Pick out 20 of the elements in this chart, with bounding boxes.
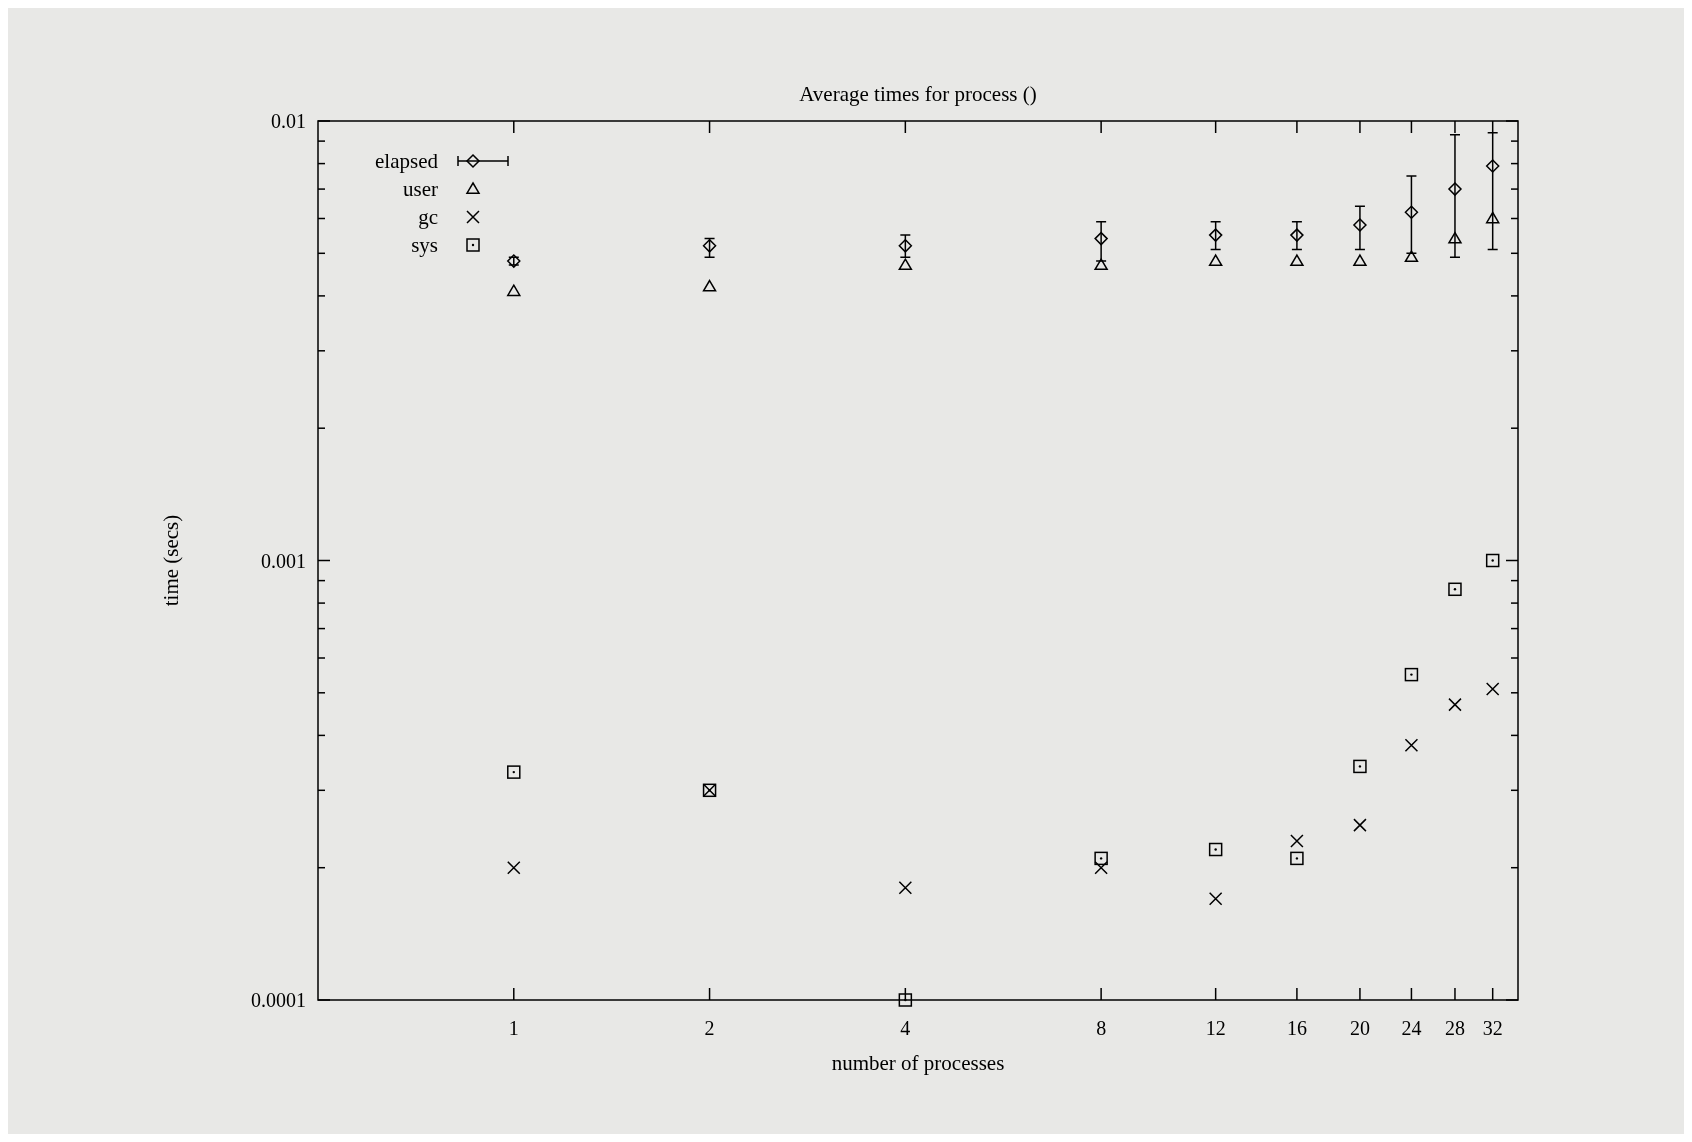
legend-label: sys [411, 233, 438, 257]
x-tick-label: 12 [1205, 1017, 1226, 1039]
x-axis-title: number of processes [831, 1051, 1005, 1075]
x-tick-label: 20 [1349, 1017, 1370, 1039]
x-tick-label: 28 [1444, 1017, 1465, 1039]
y-axis-title: time (secs) [159, 514, 183, 607]
x-tick-label: 8 [1096, 1017, 1107, 1039]
x-tick-label: 24 [1401, 1017, 1422, 1039]
x-tick-label: 32 [1482, 1017, 1503, 1039]
chart-title: Average times for process () [799, 82, 1037, 106]
legend-label: gc [418, 205, 438, 229]
legend-label: elapsed [375, 149, 439, 173]
y-tick-label: 0.001 [261, 549, 306, 572]
y-tick-label: 0.0001 [251, 989, 306, 1011]
y-tick-label: 0.01 [271, 110, 306, 132]
x-tick-label: 16 [1286, 1017, 1307, 1039]
x-tick-label: 1 [508, 1017, 519, 1039]
x-tick-label: 2 [704, 1017, 715, 1039]
x-tick-label: 4 [900, 1017, 911, 1039]
legend-label: user [403, 177, 438, 201]
